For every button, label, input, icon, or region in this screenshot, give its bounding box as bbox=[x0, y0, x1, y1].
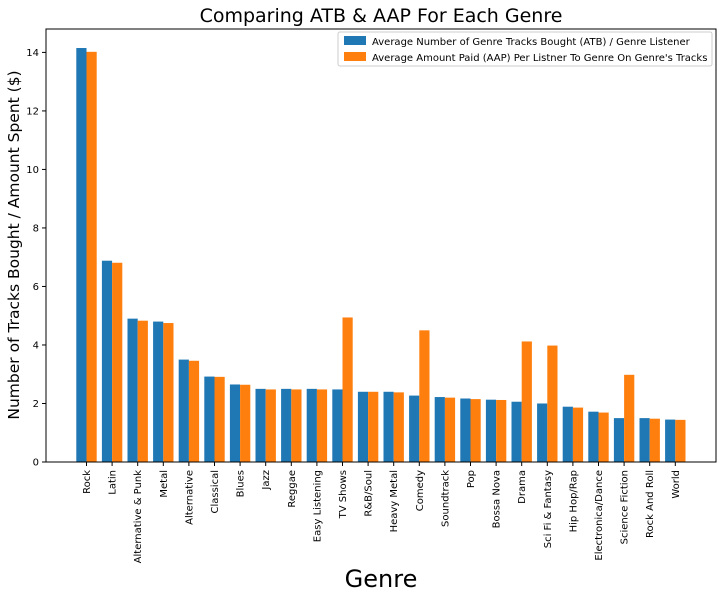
bar-aap-rock bbox=[86, 51, 97, 462]
bar-atb-pop bbox=[460, 398, 471, 462]
legend: Average Number of Genre Tracks Bought (A… bbox=[337, 31, 713, 67]
bar-aap-jazz bbox=[265, 389, 276, 462]
bar-atb-classical bbox=[204, 376, 215, 462]
bar-aap-sci-fi-fantasy bbox=[547, 345, 558, 462]
x-tick-label-tv-shows: TV Shows bbox=[338, 470, 349, 519]
bar-atb-world bbox=[665, 419, 676, 462]
bar-atb-reggae bbox=[281, 388, 292, 462]
x-tick-label-blues: Blues bbox=[236, 470, 247, 497]
bar-aap-latin bbox=[112, 262, 123, 462]
x-tick-label-bossa-nova: Bossa Nova bbox=[492, 470, 503, 528]
x-tick-label-electronica-dance: Electronica/Dance bbox=[594, 470, 605, 561]
x-tick-label-r-b-soul: R&B/Soul bbox=[364, 470, 375, 517]
bar-atb-electronica-dance bbox=[588, 411, 599, 462]
bar-aap-easy-listening bbox=[316, 389, 328, 462]
bar-atb-alternative-punk bbox=[127, 318, 138, 462]
bar-aap-soundtrack bbox=[444, 397, 456, 462]
bar-atb-blues bbox=[229, 384, 241, 462]
bar-atb-r-b-soul bbox=[357, 391, 369, 462]
legend-swatch-atb bbox=[344, 36, 366, 45]
y-tick-label: 12 bbox=[26, 106, 39, 117]
bar-aap-drama bbox=[521, 341, 532, 462]
bar-atb-tv-shows bbox=[332, 389, 343, 462]
bar-atb-rock-and-roll bbox=[639, 418, 650, 462]
bars-group bbox=[76, 48, 686, 463]
x-tick-label-rock-and-roll: Rock And Roll bbox=[645, 470, 656, 538]
bar-aap-r-b-soul bbox=[368, 391, 379, 462]
x-tick-label-hip-hop-rap: Hip Hop/Rap bbox=[568, 470, 579, 532]
x-tick-label-heavy-metal: Heavy Metal bbox=[389, 470, 400, 532]
bar-atb-alternative bbox=[178, 359, 189, 462]
bar-aap-blues bbox=[240, 384, 251, 462]
x-tick-label-easy-listening: Easy Listening bbox=[312, 470, 323, 542]
y-axis-label: Number of Tracks Bought / Amount Spent (… bbox=[5, 70, 23, 419]
bar-aap-bossa-nova bbox=[496, 399, 507, 462]
x-tick-label-classical: Classical bbox=[210, 470, 221, 514]
bar-atb-hip-hop-rap bbox=[562, 406, 573, 462]
y-tick-label: 8 bbox=[33, 223, 39, 234]
x-tick-label-reggae: Reggae bbox=[287, 470, 298, 508]
x-tick-label-science-fiction: Science Fiction bbox=[620, 470, 631, 544]
bar-aap-science-fiction bbox=[624, 374, 635, 462]
legend-label-aap: Average Amount Paid (AAP) Per Listner To… bbox=[372, 53, 707, 64]
x-tick-label-jazz: Jazz bbox=[261, 470, 272, 491]
bar-aap-world bbox=[675, 419, 686, 462]
bar-aap-electronica-dance bbox=[598, 412, 609, 462]
x-axis-label: Genre bbox=[345, 565, 418, 593]
bar-atb-science-fiction bbox=[613, 418, 625, 462]
y-tick-label: 14 bbox=[26, 48, 39, 59]
bar-atb-easy-listening bbox=[306, 388, 317, 462]
bar-atb-jazz bbox=[255, 388, 266, 462]
bar-aap-metal bbox=[163, 323, 174, 462]
x-tick-label-alternative-punk: Alternative & Punk bbox=[133, 470, 144, 564]
bar-aap-rock-and-roll bbox=[649, 418, 660, 462]
bar-aap-alternative bbox=[188, 360, 200, 462]
bar-aap-hip-hop-rap bbox=[572, 407, 584, 462]
bar-aap-heavy-metal bbox=[393, 392, 404, 462]
bar-atb-bossa-nova bbox=[485, 399, 497, 462]
y-axis: 0 2 4 6 8 10 12 14 bbox=[26, 48, 46, 469]
x-tick-label-alternative: Alternative bbox=[184, 470, 195, 525]
bar-atb-metal bbox=[153, 321, 164, 462]
legend-label-atb: Average Number of Genre Tracks Bought (A… bbox=[372, 37, 691, 48]
legend-box bbox=[337, 31, 713, 67]
x-tick-label-soundtrack: Soundtrack bbox=[440, 470, 451, 527]
x-tick-label-pop: Pop bbox=[466, 470, 477, 488]
x-tick-label-rock: Rock bbox=[82, 470, 93, 494]
bar-atb-sci-fi-fantasy bbox=[537, 403, 548, 462]
x-tick-label-drama: Drama bbox=[517, 470, 528, 504]
x-tick-label-world: World bbox=[671, 470, 682, 499]
bar-aap-reggae bbox=[291, 389, 302, 462]
bar-atb-drama bbox=[511, 401, 522, 462]
bar-atb-rock bbox=[76, 48, 87, 463]
x-tick-label-latin: Latin bbox=[108, 470, 119, 495]
legend-swatch-aap bbox=[344, 52, 366, 61]
plot-frame bbox=[45, 28, 717, 463]
bar-atb-latin bbox=[101, 260, 113, 462]
x-tick-label-sci-fi-fantasy: Sci Fi & Fantasy bbox=[543, 470, 554, 548]
y-tick-label: 2 bbox=[33, 399, 39, 410]
bar-atb-soundtrack bbox=[434, 397, 445, 462]
y-tick-label: 10 bbox=[26, 165, 39, 176]
x-tick-label-comedy: Comedy bbox=[415, 470, 426, 511]
bar-atb-heavy-metal bbox=[383, 391, 394, 462]
y-tick-label: 6 bbox=[33, 282, 39, 293]
bar-aap-classical bbox=[214, 376, 225, 462]
chart-title: Comparing ATB & AAP For Each Genre bbox=[200, 5, 563, 27]
x-tick-label-metal: Metal bbox=[159, 470, 170, 498]
bar-aap-tv-shows bbox=[342, 317, 353, 462]
x-axis: Rock Latin Alternative & Punk Metal Alternat… bbox=[82, 462, 682, 563]
bar-aap-comedy bbox=[419, 330, 430, 462]
bar-atb-comedy bbox=[409, 395, 420, 462]
bar-aap-pop bbox=[470, 399, 481, 462]
bar-aap-alternative-punk bbox=[137, 320, 148, 462]
y-tick-label: 0 bbox=[33, 458, 39, 469]
y-tick-label: 4 bbox=[33, 340, 39, 351]
